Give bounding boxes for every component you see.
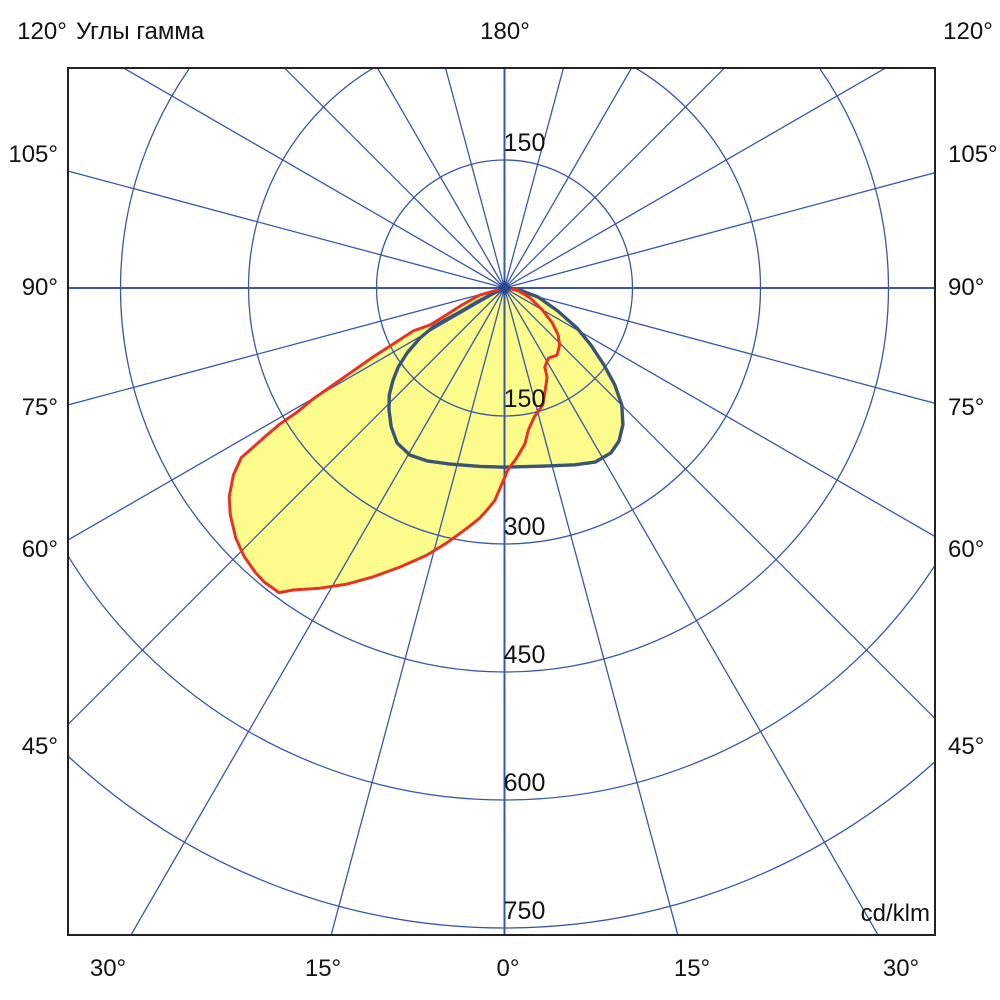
angle-label-left-1: 90°: [21, 274, 58, 301]
grid-circle-600: [68, 554, 935, 801]
angle-label-bottom-0: 30°: [89, 955, 127, 982]
angle-label-bottom-2: 0°: [496, 955, 520, 982]
angle-label-bottom-4: 30°: [882, 955, 920, 982]
grid-circle-150: [375, 159, 634, 417]
grid-ray-165: [444, 68, 506, 289]
grid-ray-105: [68, 170, 505, 289]
grid-circle-300: [247, 68, 762, 545]
grid-ray-255: [504, 171, 935, 289]
grid-ray-300: [504, 287, 935, 538]
ring-label-750: 750: [504, 897, 546, 925]
intensity-curves: [227, 286, 625, 595]
plot-border: [67, 67, 936, 936]
grid-ray-15: [330, 287, 506, 935]
angle-label-left-4: 45°: [21, 733, 58, 760]
grid-ray-285: [504, 287, 935, 405]
grid-ray-315: [504, 287, 935, 720]
curve-plane-red: [227, 286, 562, 595]
grid-circle-750: [68, 754, 935, 929]
grid-circle-450: [119, 68, 890, 673]
grid-ray-150: [376, 68, 506, 289]
ring-label-300: 300: [504, 513, 546, 541]
grid-ray-240: [504, 68, 887, 289]
angle-label-left-0: 105°: [8, 141, 58, 168]
ring-label-450: 450: [504, 641, 546, 669]
ring-label-150: 150: [504, 385, 546, 413]
unit-label: cd/klm: [861, 900, 930, 927]
grid-ray-195: [503, 68, 565, 289]
angle-label-bottom-3: 15°: [673, 955, 711, 982]
angle-label-right-3: 60°: [948, 536, 985, 563]
angle-label-left-2: 75°: [21, 394, 58, 421]
fill-plane-dark: [389, 288, 623, 468]
ring-label-600: 600: [504, 769, 546, 797]
angle-label-right-0: 105°: [948, 141, 998, 168]
grid-ray-120: [122, 68, 505, 289]
angle-label-right-4: 45°: [948, 733, 985, 760]
angle-label-left-3: 60°: [21, 536, 58, 563]
ring-value-labels: 150 300 450 600 750 150: [504, 129, 546, 925]
grid-ray-210: [503, 68, 633, 289]
angle-label-top-1: 180°: [480, 18, 530, 45]
angle-label-bottom-1: 15°: [304, 955, 342, 982]
grid-ray-30: [130, 287, 506, 935]
angle-label-top-0: 120°: [17, 18, 67, 45]
grid-ray-135: [283, 68, 505, 289]
grid-ray-75: [68, 287, 505, 406]
grid-ray-345: [503, 287, 679, 935]
pole-marker: [497, 281, 512, 295]
angle-label-right-1: 90°: [948, 274, 985, 301]
grid-ray-45: [68, 287, 505, 726]
curve-plane-dark: [387, 286, 625, 469]
grid-ray-60: [68, 287, 505, 541]
pole-marker-layer: [497, 281, 512, 295]
angle-label-top-2: 120°: [943, 18, 993, 45]
angle-label-right-2: 75°: [948, 394, 985, 421]
grid-ray-225: [504, 68, 726, 289]
grid-ray-330: [503, 287, 879, 935]
chart-title: Углы гамма: [76, 18, 205, 45]
ring-label-150: 150: [504, 129, 546, 157]
